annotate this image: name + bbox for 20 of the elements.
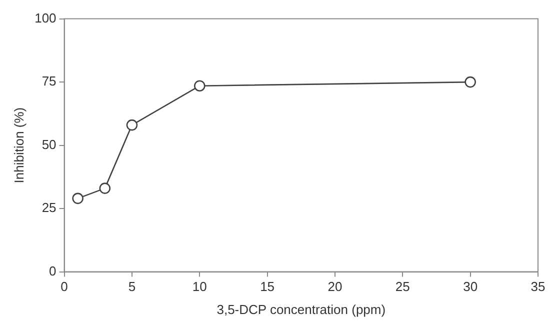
y-tick-label: 100: [34, 10, 56, 26]
point: [464, 76, 476, 88]
y-tick-label: 0: [49, 263, 56, 278]
x-tick-label: 10: [192, 279, 207, 294]
x-tick-label: 15: [260, 279, 275, 294]
point: [99, 182, 111, 194]
x-tick-label: 30: [463, 279, 478, 294]
y-tick-label: 75: [42, 74, 56, 89]
point: [126, 119, 138, 131]
y-axis-title: Inhibition (%): [11, 107, 26, 184]
x-tick-label: 20: [328, 279, 342, 294]
x-tick-label: 25: [395, 279, 410, 294]
point: [72, 192, 84, 204]
point: [194, 80, 206, 92]
x-tick-label: 35: [530, 279, 546, 294]
y-tick-label: 25: [42, 200, 56, 216]
x-tick-label: 0: [60, 279, 68, 294]
x-axis-title: 3,5-DCP concentration (ppm): [216, 302, 386, 317]
x-tick-label: 5: [128, 279, 136, 294]
y-tick-label: 50: [42, 136, 56, 152]
